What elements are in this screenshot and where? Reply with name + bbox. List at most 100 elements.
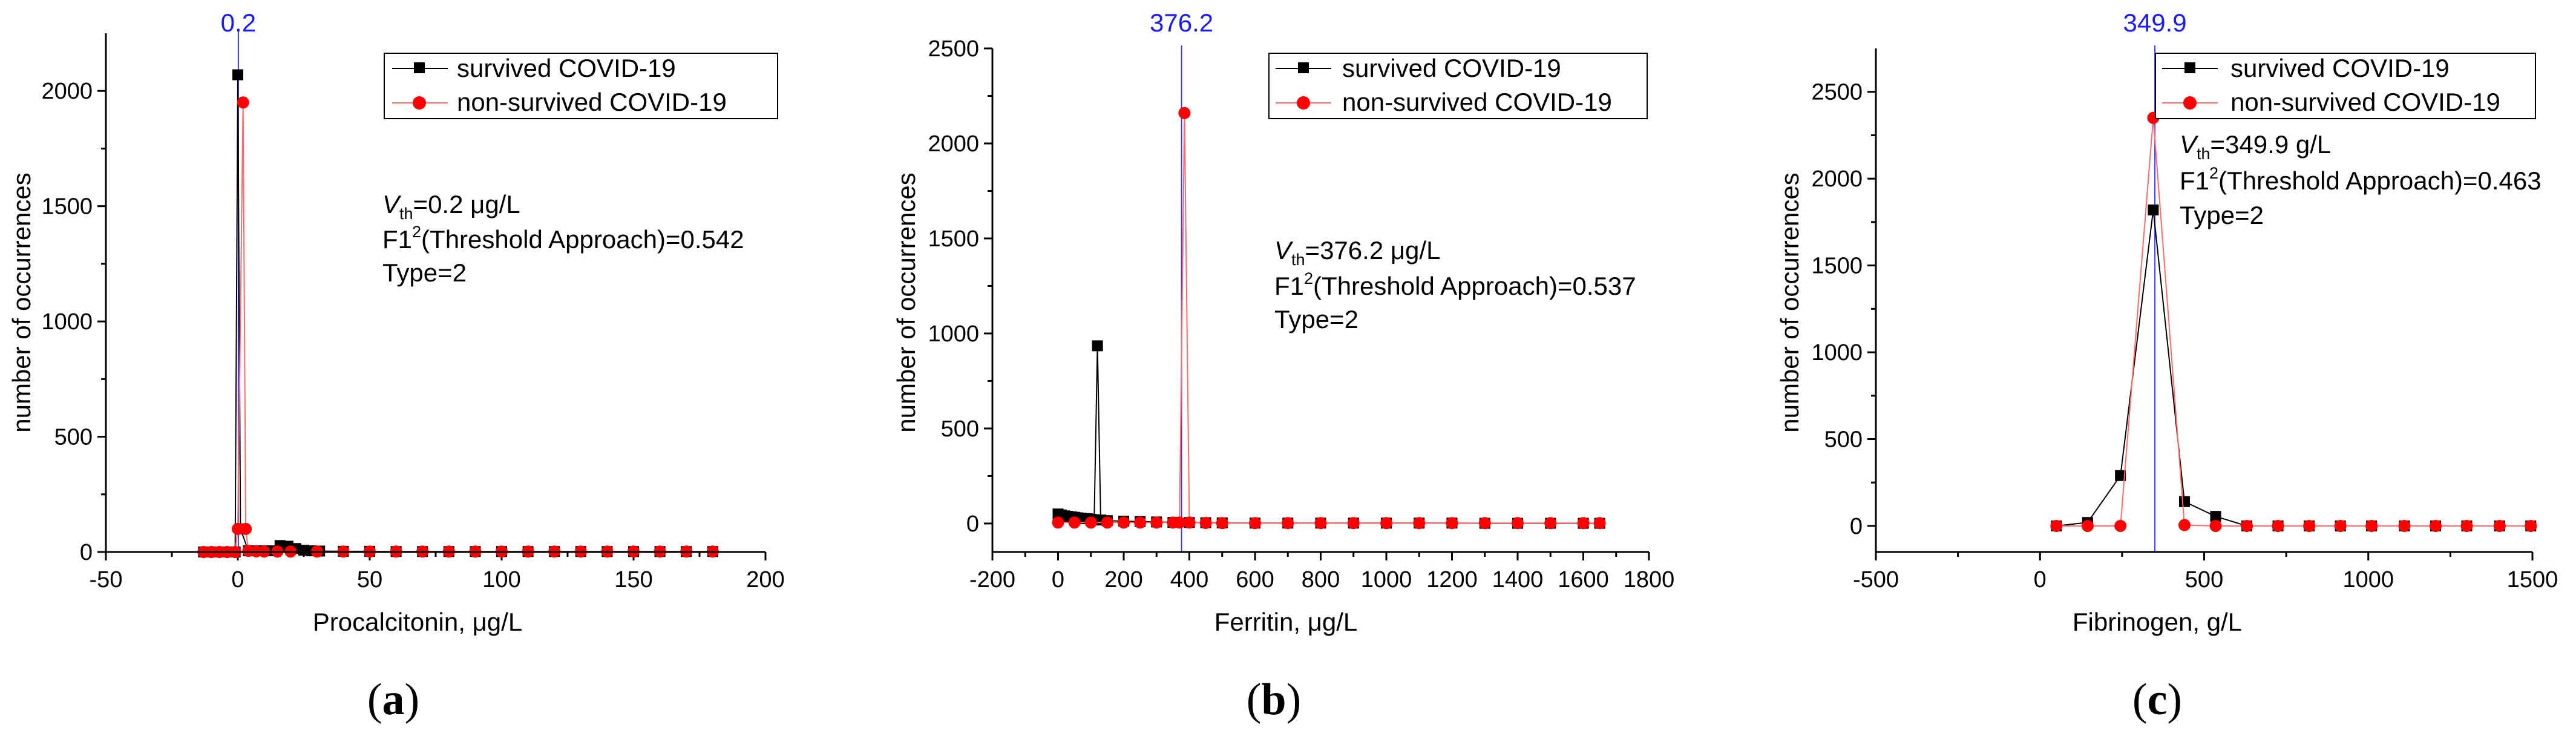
legend-survived-label: survived COVID-19: [457, 54, 676, 82]
panel-label-c: (c): [2132, 675, 2182, 724]
x-tick-label: 1500: [2507, 567, 2558, 593]
non-survived-point: [1249, 517, 1261, 530]
legend-non-survived-marker: [2183, 96, 2197, 110]
x-tick-label: 500: [2185, 567, 2223, 593]
non-survived-point: [2460, 519, 2473, 532]
legend-non-survived-marker: [413, 96, 426, 110]
y-tick-label: 0: [80, 540, 93, 565]
non-survived-point: [2209, 519, 2222, 532]
non-survived-point: [1544, 517, 1557, 530]
y-tick-label: 1000: [1811, 340, 1863, 366]
series-layer: 376.2: [1052, 8, 1606, 552]
x-tick-label: 200: [746, 567, 784, 593]
non-survived-point: [2334, 519, 2347, 532]
non-survived-point: [1380, 517, 1392, 530]
panel-b: number of occurrences Ferritin, μg/L -20…: [892, 8, 1674, 724]
legend-non-survived-label: non-survived COVID-19: [457, 88, 727, 116]
plot-frame: [105, 33, 765, 553]
annotation-vth: Vth=349.9 g/L: [2180, 130, 2331, 163]
annotation-vth: Vth=376.2 μg/L: [1274, 236, 1440, 269]
x-tick-label: 200: [1104, 567, 1142, 593]
annotation-type: Type=2: [1274, 305, 1358, 333]
threshold-label: 376.2: [1150, 8, 1213, 37]
non-survived-point: [2493, 519, 2506, 532]
annotation-vth: Vth=0.2 μg/L: [382, 190, 520, 223]
non-survived-point: [1150, 516, 1163, 529]
y-axis-title: number of occurrences: [892, 172, 920, 433]
series-survived-line: [1058, 346, 1600, 524]
panel-label-b: (b): [1247, 675, 1301, 724]
x-tick-label: 400: [1170, 567, 1208, 593]
y-tick-label: 1000: [928, 321, 979, 347]
non-survived-point: [2178, 519, 2191, 531]
survived-point: [232, 69, 243, 80]
annotation: Vth=0.2 μg/L F12(Threshold Approach)=0.5…: [382, 190, 744, 287]
panel-label-a: (a): [367, 675, 419, 724]
series-survived-line: [203, 74, 713, 553]
x-tick-label: 100: [482, 567, 520, 593]
non-survived-point: [1199, 516, 1212, 529]
non-survived-point: [2365, 519, 2378, 532]
y-tick-label: 1000: [41, 309, 93, 335]
series-non-survived-line: [203, 102, 713, 553]
x-tick-label: 0: [1052, 567, 1064, 593]
non-survived-point: [2429, 519, 2442, 532]
non-survived-point: [1593, 517, 1606, 530]
threshold-label: 0.2: [221, 8, 256, 37]
non-survived-point: [1178, 107, 1191, 119]
legend: survived COVID-19 non-survived COVID-19: [2155, 53, 2536, 119]
non-survived-point: [2081, 519, 2094, 532]
x-tick-label: 1000: [2342, 567, 2394, 593]
non-survived-point: [2525, 519, 2537, 532]
legend-survived-label: survived COVID-19: [2230, 54, 2450, 82]
legend-survived-marker: [2184, 62, 2195, 73]
non-survived-point: [2114, 519, 2127, 532]
non-survived-point: [1577, 517, 1590, 530]
series-layer: 349.9: [2050, 8, 2537, 552]
survived-point: [2115, 470, 2126, 481]
y-tick-label: 0: [1850, 514, 1863, 539]
y-tick-label: 500: [1824, 427, 1863, 453]
non-survived-point: [1084, 516, 1097, 529]
panel-c: number of occurrences Fibrinogen, g/L -5…: [1775, 8, 2558, 724]
non-survived-point: [1068, 516, 1081, 529]
tick-group: -200 0 200 400 600 800 1000 1200 1400 1600 1800 0 50…: [928, 36, 1674, 593]
y-tick-label: 1500: [41, 194, 93, 220]
y-tick-label: 2000: [1811, 166, 1863, 192]
x-axis-title: Procalcitonin, μg/L: [313, 608, 522, 636]
annotation: Vth=376.2 μg/L F12(Threshold Approach)=0…: [1274, 236, 1636, 333]
non-survived-point: [1134, 516, 1147, 529]
legend-box: [384, 53, 778, 119]
non-survived-point: [1173, 516, 1186, 529]
non-survived-point: [237, 96, 249, 109]
x-tick-label: 1200: [1426, 567, 1478, 593]
x-tick-label: 1000: [1361, 567, 1412, 593]
legend-survived-label: survived COVID-19: [1342, 54, 1561, 82]
non-survived-point: [1216, 517, 1228, 530]
y-axis-title: number of occurrences: [7, 172, 36, 433]
non-survived-point: [1446, 517, 1458, 530]
annotation-f1: F12(Threshold Approach)=0.463: [2180, 164, 2542, 195]
legend: survived COVID-19 non-survived COVID-19: [384, 53, 778, 119]
non-survived-point: [240, 522, 252, 535]
series-non-survived-line: [2056, 117, 2531, 527]
x-tick-label: -50: [90, 567, 123, 593]
x-tick-label: 800: [1302, 567, 1340, 593]
non-survived-point: [1282, 517, 1294, 530]
non-survived-point: [2272, 519, 2284, 532]
survived-point: [2178, 496, 2190, 507]
legend-survived-marker: [414, 62, 425, 73]
annotation-type: Type=2: [2180, 201, 2264, 229]
non-survived-point: [1052, 516, 1064, 529]
survived-point: [2210, 511, 2221, 522]
x-axis-title: Fibrinogen, g/L: [2073, 608, 2242, 636]
y-tick-label: 2000: [41, 79, 93, 104]
y-tick-label: 500: [54, 425, 93, 450]
x-tick-label: 50: [357, 567, 382, 593]
tick-group: -500 0 500 1000 1500 0 500 1000 1500 2000 2500: [1811, 80, 2558, 593]
x-tick-label: -200: [969, 567, 1015, 593]
non-survived-point: [1101, 516, 1113, 529]
annotation: Vth=349.9 g/L F12(Threshold Approach)=0.…: [2180, 130, 2542, 229]
